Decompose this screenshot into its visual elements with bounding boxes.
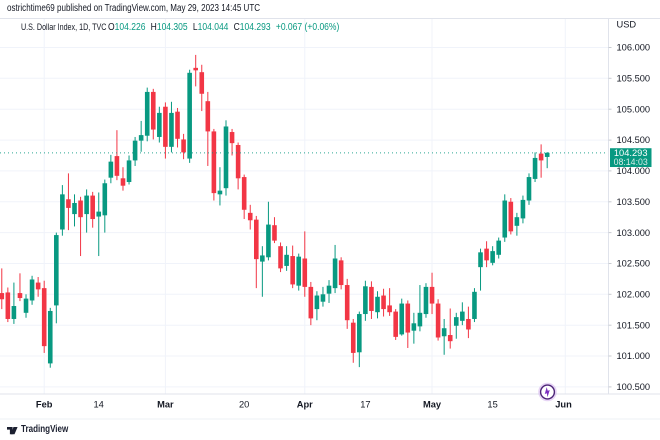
svg-text:100.500: 100.500 [617,382,651,392]
svg-text:104.293: 104.293 [614,148,648,158]
svg-text:106.000: 106.000 [617,43,651,53]
svg-text:104.000: 104.000 [617,166,651,176]
svg-text:104.500: 104.500 [617,135,651,145]
svg-text:20: 20 [239,400,249,410]
svg-text:Apr: Apr [297,400,313,410]
svg-text:USD: USD [617,20,637,30]
svg-text:105.500: 105.500 [617,74,651,84]
svg-text:14: 14 [94,400,104,410]
svg-text:101.000: 101.000 [617,351,651,361]
svg-text:102.000: 102.000 [617,290,651,300]
svg-text:101.500: 101.500 [617,320,651,330]
svg-text:May: May [423,400,442,410]
svg-text:105.000: 105.000 [617,104,651,114]
svg-text:Feb: Feb [36,400,53,410]
svg-text:Jun: Jun [555,400,572,410]
svg-text:15: 15 [487,400,497,410]
svg-text:Mar: Mar [157,400,174,410]
svg-text:08:14:03: 08:14:03 [614,157,648,167]
svg-text:17: 17 [360,400,370,410]
svg-text:102.500: 102.500 [617,259,651,269]
svg-text:103.500: 103.500 [617,197,651,207]
svg-text:103.000: 103.000 [617,228,651,238]
